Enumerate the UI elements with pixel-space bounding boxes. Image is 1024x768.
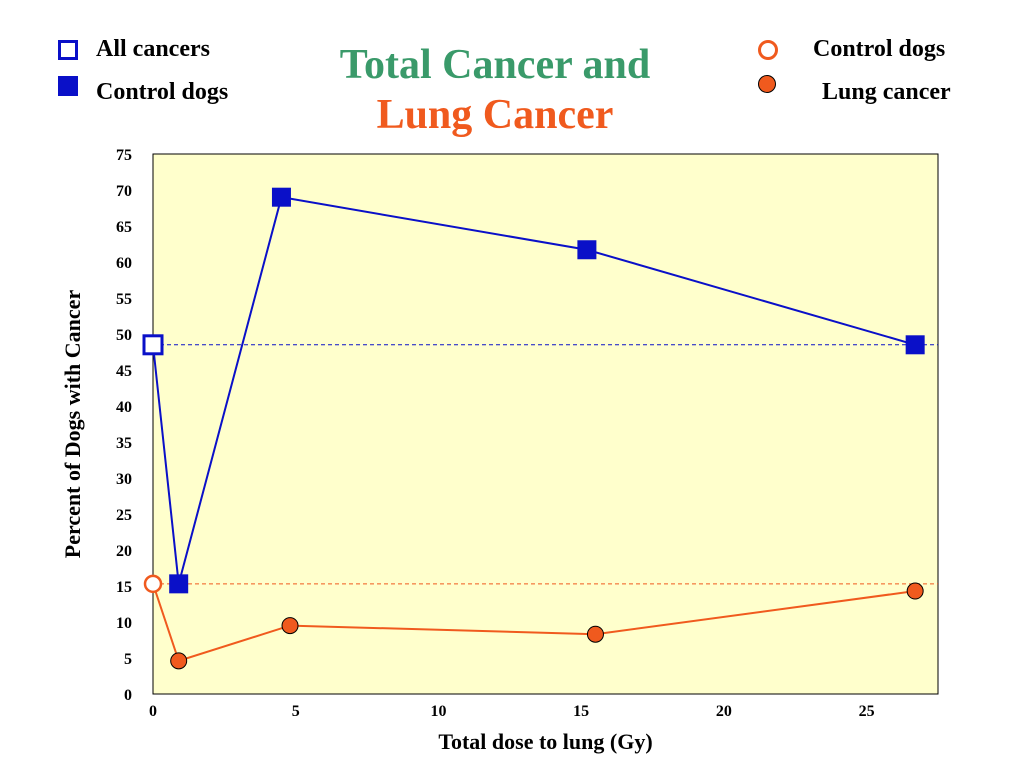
hollow-circle-icon <box>758 40 778 60</box>
hollow-square-icon <box>58 40 78 60</box>
reference-lines <box>153 344 938 585</box>
y-tick-label: 30 <box>116 471 132 488</box>
y-tick-label: 25 <box>116 507 132 524</box>
plot-area <box>152 153 939 695</box>
y-tick-label: 70 <box>116 183 132 200</box>
lung-cancer-point <box>143 574 163 594</box>
x-tick-label: 15 <box>573 703 589 720</box>
y-tick-label: 5 <box>124 651 132 668</box>
filled-circle-icon <box>758 75 776 93</box>
series-markers <box>142 187 925 670</box>
lung-cancer-point <box>586 625 604 643</box>
chart-title-line-2: Lung Cancer <box>376 92 614 138</box>
y-tick-label: 0 <box>124 687 132 704</box>
y-axis-title: Percent of Dogs with Cancer <box>60 290 85 559</box>
legend-item-control-dogs-orange: Control dogs <box>813 36 946 62</box>
all-cancers-point <box>905 335 925 355</box>
y-tick-label: 65 <box>116 219 132 236</box>
x-tick-label: 25 <box>859 703 875 720</box>
y-tick-label: 40 <box>116 399 132 416</box>
all-cancers-point <box>169 574 189 594</box>
all-cancers-point <box>271 187 291 207</box>
y-tick-label: 35 <box>116 435 132 452</box>
x-tick-label: 10 <box>430 703 446 720</box>
y-tick-label: 50 <box>116 327 132 344</box>
x-tick-label: 0 <box>149 703 157 720</box>
y-tick-label: 20 <box>116 543 132 560</box>
legend-item-control-dogs-blue: Control dogs <box>96 79 229 105</box>
x-tick-label: 20 <box>716 703 732 720</box>
lung-cancer-point <box>281 617 299 635</box>
lung-cancer-point <box>170 652 188 670</box>
y-tick-label: 55 <box>116 291 132 308</box>
y-tick-label: 10 <box>116 615 132 632</box>
x-tick-label: 5 <box>292 703 300 720</box>
chart-title-line-1: Total Cancer and <box>339 42 651 88</box>
all-cancers-point <box>577 240 597 260</box>
lung-cancer-point <box>906 582 924 600</box>
y-tick-label: 45 <box>116 363 132 380</box>
all-cancers-point <box>142 334 164 356</box>
filled-square-icon <box>58 76 78 96</box>
y-tick-label: 15 <box>116 579 132 596</box>
x-axis-ticks: 0 5 10 15 20 25 <box>149 703 875 720</box>
x-axis-title: Total dose to lung (Gy) <box>438 729 652 754</box>
legend-item-lung-cancer: Lung cancer <box>822 79 951 105</box>
y-tick-label: 60 <box>116 255 132 272</box>
y-tick-label: 75 <box>116 147 132 164</box>
chart-title: Total Cancer and Lung Cancer <box>310 40 680 140</box>
legend-item-all-cancers: All cancers <box>96 36 210 62</box>
y-axis-ticks: 0 5 10 15 20 25 30 35 40 45 50 55 60 65 70 75 <box>116 147 132 704</box>
